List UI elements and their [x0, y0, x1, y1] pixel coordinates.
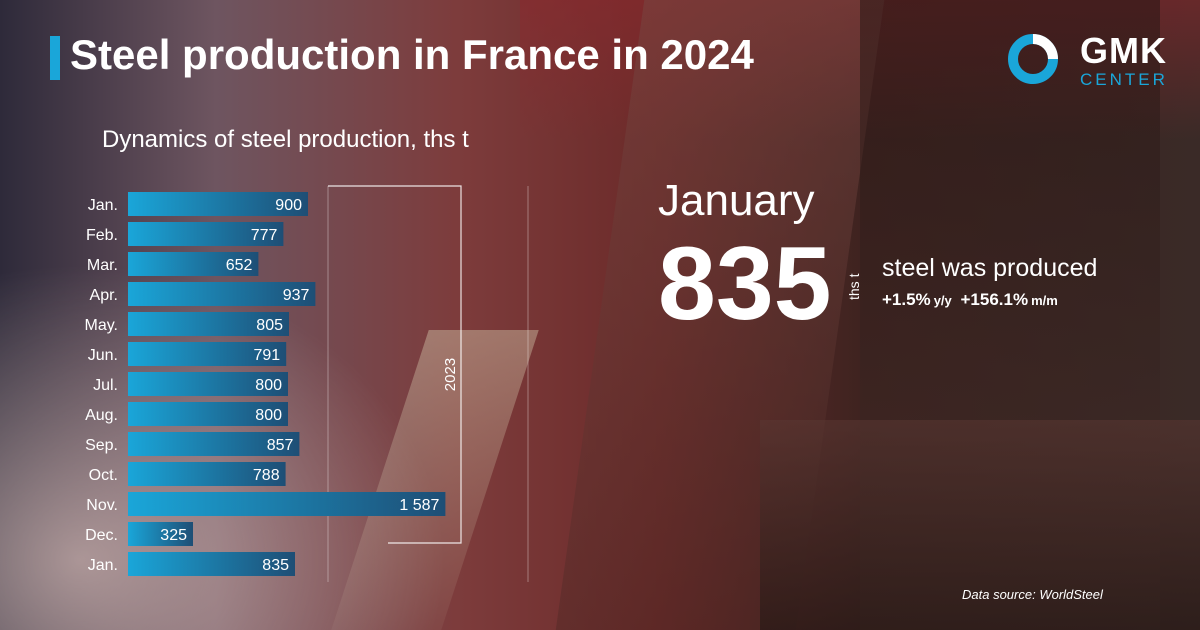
category-label: Aug.	[85, 407, 118, 424]
chart-grid	[327, 186, 529, 582]
data-source: Data source: WorldSteel	[962, 587, 1103, 602]
logo-text-gmk: GMK	[1080, 30, 1167, 71]
data-label: 857	[267, 437, 294, 454]
bar	[128, 222, 284, 246]
category-label: May.	[85, 317, 118, 334]
data-label: 805	[256, 317, 283, 334]
chart-subtitle: Dynamics of steel production, ths t	[102, 126, 469, 153]
bar	[128, 462, 286, 486]
data-label: 900	[275, 197, 302, 214]
logo-ring-icon	[1008, 34, 1058, 84]
data-label: 800	[255, 407, 282, 424]
data-label: 788	[253, 467, 280, 484]
highlight-value: 835	[658, 226, 832, 342]
category-label: Dec.	[85, 527, 118, 544]
bar	[128, 372, 288, 396]
bar	[128, 432, 300, 456]
bar	[128, 282, 316, 306]
data-label: 652	[226, 257, 253, 274]
data-label: 835	[262, 557, 289, 574]
bar	[128, 192, 308, 216]
year-bracket: 2023	[328, 185, 462, 544]
bar	[128, 492, 446, 516]
category-label: Jun.	[88, 347, 118, 364]
bar	[128, 342, 287, 366]
highlight-caption: steel was produced	[882, 254, 1098, 282]
data-label: 1 587	[399, 497, 439, 514]
bar	[128, 552, 295, 576]
background-shape	[860, 0, 1160, 630]
bar	[128, 522, 193, 546]
data-label: 937	[283, 287, 310, 304]
logo-text-center: CENTER	[1080, 70, 1168, 89]
mom-change: +156.1%	[960, 290, 1029, 309]
highlight-month: January	[658, 176, 815, 225]
bracket-outline	[328, 185, 462, 544]
data-label: 325	[160, 527, 187, 544]
highlight-changes: +1.5% y/y +156.1% m/m	[882, 290, 1062, 310]
category-label: Sep.	[85, 437, 118, 454]
category-label: Jan.	[88, 197, 118, 214]
category-label: Jul.	[93, 377, 118, 394]
mom-suffix: m/m	[1031, 293, 1058, 308]
category-label: Oct.	[89, 467, 118, 484]
bracket-label: 2023	[442, 358, 459, 391]
bar	[128, 252, 259, 276]
bar	[128, 402, 288, 426]
category-label: Apr.	[90, 287, 118, 304]
category-label: Nov.	[86, 497, 118, 514]
category-label: Mar.	[87, 257, 118, 274]
yoy-change: +1.5%	[882, 290, 931, 309]
bar-chart: Jan. 900 Feb. 777 Mar. 652 Apr. 937 May. 805 Jun. 7…	[85, 185, 529, 582]
bar	[128, 312, 289, 336]
yoy-suffix: y/y	[933, 293, 952, 308]
data-label: 791	[253, 347, 280, 364]
logo: GMK CENTER	[1006, 30, 1186, 90]
category-label: Jan.	[88, 557, 118, 574]
data-label: 777	[251, 227, 278, 244]
category-label: Feb.	[86, 227, 118, 244]
highlight-unit: ths t	[846, 273, 862, 300]
title-accent-bar	[50, 36, 60, 80]
chart-bars: Jan. 900 Feb. 777 Mar. 652 Apr. 937 May. 805 Jun. 7…	[85, 192, 446, 576]
page-title: Steel production in France in 2024	[70, 31, 754, 78]
data-label: 800	[255, 377, 282, 394]
